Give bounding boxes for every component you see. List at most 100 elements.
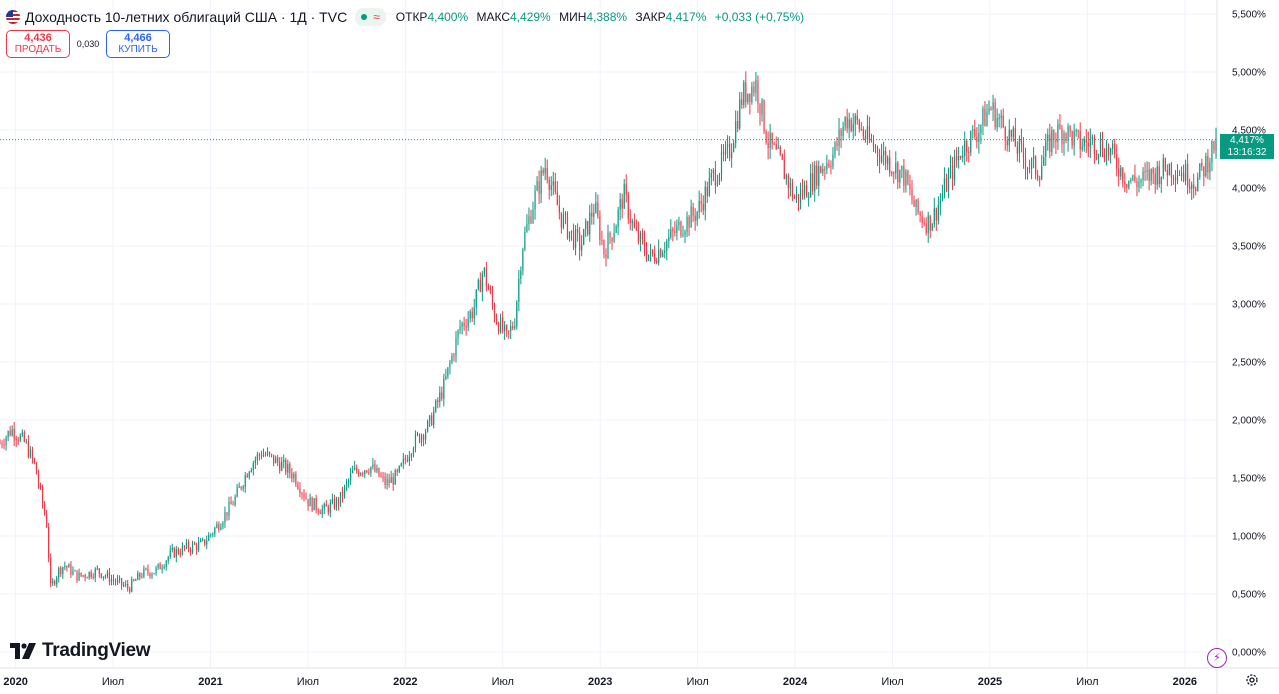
candle-body — [925, 223, 927, 234]
y-tick-label: 2,500% — [1232, 358, 1266, 369]
candle-body — [876, 147, 879, 156]
candle-body — [1142, 171, 1144, 180]
candle-body — [3, 444, 5, 446]
candle-body — [1099, 140, 1102, 154]
candle-body — [98, 568, 100, 574]
candle-body — [1107, 147, 1110, 156]
candle-body — [372, 464, 374, 467]
candle-body — [927, 215, 929, 234]
candle-body — [848, 119, 850, 129]
last-price-value: 4,417% — [1230, 135, 1264, 146]
candle-body — [82, 575, 84, 577]
candle-body — [329, 502, 331, 513]
candle-body — [619, 199, 621, 210]
candle-body — [264, 454, 267, 456]
candle-body — [710, 172, 712, 179]
candle-body — [1093, 136, 1095, 154]
y-tick-label: 2,000% — [1232, 416, 1266, 427]
candle-body — [700, 201, 702, 204]
candle-body — [96, 568, 98, 570]
sell-button[interactable]: 4,436 ПРОДАТЬ — [6, 30, 70, 58]
candle-body — [579, 232, 581, 251]
candle-body — [283, 459, 285, 463]
candle-body — [771, 132, 773, 144]
buy-button[interactable]: 4,466 КУПИТЬ — [106, 30, 170, 58]
candle-body — [566, 213, 569, 239]
symbol-title[interactable]: Доходность 10-летних облигаций США · 1Д … — [25, 9, 348, 25]
candle-body — [1122, 167, 1124, 183]
candle-body — [726, 143, 729, 148]
candle-body — [532, 209, 534, 223]
candle-body — [599, 216, 601, 240]
candle-body — [447, 367, 449, 377]
candle-body — [78, 572, 80, 581]
candle-body — [735, 121, 737, 144]
y-tick-label: 5,000% — [1232, 68, 1266, 79]
lightning-icon[interactable]: ⚡ — [1207, 648, 1227, 668]
candle-body — [1152, 168, 1154, 174]
candle-body — [206, 540, 208, 545]
x-tick-label: 2025 — [978, 676, 1002, 688]
candle-body — [72, 570, 74, 575]
candle-body — [1148, 170, 1150, 181]
candle-body — [185, 542, 188, 548]
candle-body — [204, 539, 206, 545]
candle-body — [1061, 128, 1063, 145]
candle-body — [445, 376, 447, 379]
candle-body — [858, 120, 860, 130]
candle-body — [291, 473, 293, 479]
tradingview-logo[interactable]: TradingView — [10, 640, 151, 662]
candle-body — [374, 464, 376, 472]
candle-body — [554, 181, 556, 192]
candle-body — [917, 199, 919, 213]
candle-body — [1140, 179, 1142, 182]
candle-body — [1085, 139, 1087, 143]
candle-body — [1211, 140, 1213, 163]
time-axis[interactable]: 2020 Июл 2021 Июл 2022 Июл 2023 Июл 2024 Июл 2025 И… — [3, 676, 1197, 688]
candle-body — [112, 579, 115, 581]
x-tick-label: 2022 — [393, 676, 417, 688]
candle-body — [167, 557, 169, 562]
candle-body — [933, 208, 935, 224]
candle-body — [86, 577, 88, 579]
candle-body — [319, 512, 321, 514]
candle-body — [295, 474, 297, 485]
candle-body — [479, 279, 481, 292]
price-axis[interactable]: 0,000% 0,500% 1,000% 1,500% 2,000% 2,500% 3,00… — [1232, 10, 1266, 659]
candle-body — [384, 476, 386, 485]
candle-body — [1039, 178, 1041, 180]
candle-body — [108, 572, 111, 583]
market-status[interactable]: ≈ — [355, 8, 386, 26]
candle-body — [743, 82, 745, 105]
candle-body — [1118, 168, 1120, 177]
candle-body — [435, 400, 437, 412]
candle-body — [1170, 163, 1173, 178]
candle-body — [248, 472, 250, 478]
candle-body — [23, 432, 25, 442]
candle-body — [731, 151, 733, 159]
candle-body — [104, 576, 106, 578]
candle-body — [226, 512, 228, 516]
candle-body — [1028, 168, 1031, 170]
candle-body — [437, 400, 439, 403]
candle-body — [775, 144, 777, 149]
gear-icon[interactable] — [1245, 673, 1259, 687]
candle-body — [984, 108, 986, 127]
candle-body — [587, 220, 589, 235]
candle-body — [609, 232, 611, 238]
candle-body — [354, 467, 356, 470]
candle-body — [820, 166, 822, 173]
candle-body — [347, 480, 350, 483]
candle-body — [68, 564, 70, 568]
candle-body — [242, 486, 244, 489]
candle-body — [1164, 158, 1166, 171]
candle-body — [1101, 140, 1104, 155]
candle-body — [414, 434, 417, 449]
x-tick-label: Июл — [492, 676, 514, 688]
candle-body — [870, 139, 873, 142]
candle-body — [467, 318, 469, 328]
candle-body — [601, 239, 603, 241]
candle-body — [682, 234, 684, 237]
